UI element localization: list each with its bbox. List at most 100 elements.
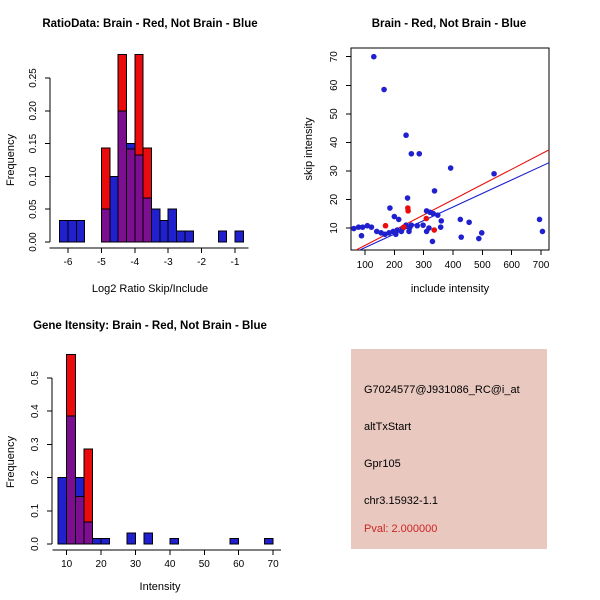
histogram-bar-overlap xyxy=(134,154,144,243)
histogram-bar-blue xyxy=(59,219,69,243)
scatter-point-blue xyxy=(387,205,393,211)
scatter-point-blue xyxy=(373,228,380,235)
histogram-bar-overlap xyxy=(117,110,127,243)
x-axis-tick-label: 400 xyxy=(445,260,462,271)
scatter-point-blue xyxy=(434,212,441,218)
scatter-point-blue xyxy=(381,86,387,93)
scatter-x-axis-label: include intensity xyxy=(411,283,490,295)
histogram-bar-blue xyxy=(92,537,102,545)
y-axis-tick-label: 0.1 xyxy=(30,503,41,517)
histogram-bar-red xyxy=(66,353,76,417)
scatter-point-blue xyxy=(420,222,426,228)
scatter-point-blue xyxy=(466,219,472,226)
histogram-bar-blue xyxy=(176,230,186,243)
scatter-point-blue xyxy=(351,225,357,232)
intensity-histogram-title: Gene Itensity: Brain - Red, Not Brain - … xyxy=(33,320,267,332)
x-axis-tick-label: 30 xyxy=(130,559,142,570)
scatter-point-blue xyxy=(458,234,465,240)
x-axis-tick-label: 40 xyxy=(164,559,176,570)
histogram-bar-red xyxy=(83,448,94,523)
intensity-histogram-x-axis-label: Intensity xyxy=(140,581,181,593)
scatter-point-blue xyxy=(416,150,423,157)
y-axis-tick-label: 50 xyxy=(329,108,340,120)
x-axis-tick-label: 100 xyxy=(357,260,374,271)
scatter-point-blue xyxy=(414,222,421,229)
gene-info-panel: G7024577@J931086_RC@i_at altTxStart Gpr1… xyxy=(351,349,547,549)
histogram-bar-overlap xyxy=(125,148,136,243)
ratio-histogram-x-axis-label: Log2 Ratio Skip/Include xyxy=(92,283,208,295)
histogram-bar-blue xyxy=(74,477,85,498)
histogram-bar-red xyxy=(142,147,152,199)
y-axis-tick-label: 0.0 xyxy=(30,537,41,551)
scatter-point-red xyxy=(400,224,407,230)
x-axis-tick-label: 700 xyxy=(533,260,550,271)
scatter-point-blue xyxy=(392,231,399,238)
histogram-bar-overlap xyxy=(66,415,76,545)
y-axis-tick-label: 0.5 xyxy=(30,371,41,385)
intensity-histogram-panel: Gene Itensity: Brain - Red, Not Brain - … xyxy=(0,300,300,600)
x-axis-tick-label: -5 xyxy=(97,257,106,268)
histogram-bar-red xyxy=(100,147,111,210)
x-axis-tick-label: -6 xyxy=(64,257,73,268)
y-axis-tick-label: 0.15 xyxy=(28,133,39,153)
scatter-marks-group xyxy=(351,53,549,251)
scatter-point-blue xyxy=(368,224,375,230)
ratio-histogram-chart: RatioData: Brain - Red, Not Brain - Blue… xyxy=(5,18,258,295)
y-axis-tick-label: 0.10 xyxy=(28,166,39,186)
histogram-bar-red xyxy=(134,53,144,156)
histogram-bar-blue xyxy=(169,537,179,545)
scatter-point-blue xyxy=(398,228,405,235)
intensity-histogram-y-axis-label: Frequency xyxy=(5,436,17,488)
x-axis-tick-label: -4 xyxy=(130,257,139,268)
histogram-bar-overlap xyxy=(100,208,111,243)
x-axis-tick-label: 70 xyxy=(268,559,280,570)
scatter-y-axis-label: skip intensity xyxy=(303,117,315,180)
y-axis-tick-label: 0.2 xyxy=(30,470,41,484)
scatter-point-blue xyxy=(539,228,546,235)
x-axis-tick-label: -1 xyxy=(231,257,240,268)
x-axis-tick-label: 200 xyxy=(386,260,403,271)
regression-line-red xyxy=(354,149,549,251)
ratio-histogram-title: RatioData: Brain - Red, Not Brain - Blue xyxy=(42,18,257,30)
scatter-point-red xyxy=(423,215,430,222)
scatter-point-blue xyxy=(457,216,464,223)
scatter-point-blue xyxy=(478,230,485,236)
scatter-point-blue xyxy=(423,228,430,235)
scatter-point-blue xyxy=(430,210,437,217)
histogram-bar-blue xyxy=(67,219,77,243)
histogram-bar-blue xyxy=(109,175,119,243)
histogram-bar-overlap xyxy=(83,521,94,545)
y-axis-tick-label: 0.3 xyxy=(30,437,41,451)
scatter-point-blue xyxy=(395,216,402,223)
y-axis-tick-label: 0.4 xyxy=(30,404,41,418)
scatter-point-blue xyxy=(391,213,398,220)
scatter-point-blue xyxy=(406,228,412,235)
gene-name-text: Gpr105 xyxy=(364,458,401,470)
intensity-histogram-chart: Gene Itensity: Brain - Red, Not Brain - … xyxy=(5,320,282,593)
scatter-point-blue xyxy=(359,224,366,230)
histogram-bar-blue xyxy=(229,537,240,545)
scatter-point-blue xyxy=(370,53,377,60)
y-axis-tick-label: 60 xyxy=(329,79,340,91)
scatter-point-blue xyxy=(447,165,454,171)
histogram-bar-blue xyxy=(184,230,194,243)
scatter-point-blue xyxy=(476,235,482,242)
y-axis-tick-label: 0.05 xyxy=(28,199,39,219)
x-axis-tick-label: -3 xyxy=(164,257,173,268)
y-axis-tick-label: 0.25 xyxy=(28,68,39,88)
histogram-bar-overlap xyxy=(142,197,152,243)
scatter-point-red xyxy=(405,208,411,214)
scatter-point-blue xyxy=(438,218,445,224)
scatter-point-blue xyxy=(491,170,497,177)
y-axis-tick-label: 70 xyxy=(329,51,340,63)
scatter-panel: Brain - Red, Not Brain - Blue include in… xyxy=(300,0,600,300)
histogram-bar-blue xyxy=(167,208,178,243)
scatter-point-red xyxy=(382,222,389,229)
y-axis-tick-label: 0.20 xyxy=(28,101,39,121)
scatter-point-red xyxy=(431,227,438,233)
scatter-point-blue xyxy=(404,195,411,201)
histogram-bar-blue xyxy=(125,143,136,150)
scatter-point-blue xyxy=(355,224,362,230)
scatter-point-blue xyxy=(437,224,444,230)
